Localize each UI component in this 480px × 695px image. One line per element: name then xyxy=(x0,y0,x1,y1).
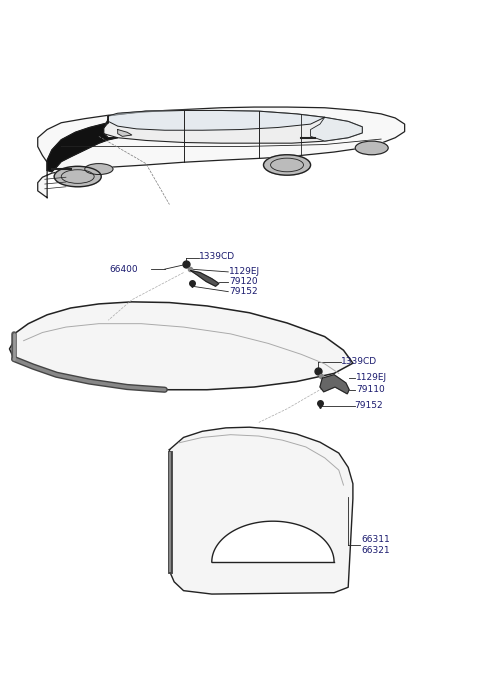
Text: 79152: 79152 xyxy=(229,287,258,296)
Ellipse shape xyxy=(355,141,388,155)
Ellipse shape xyxy=(85,163,113,174)
Text: 66321: 66321 xyxy=(361,546,390,555)
Polygon shape xyxy=(104,111,362,143)
Text: 1339CD: 1339CD xyxy=(199,252,235,261)
Text: 66311: 66311 xyxy=(361,535,390,544)
Polygon shape xyxy=(38,107,405,197)
Text: 66400: 66400 xyxy=(109,265,138,274)
Polygon shape xyxy=(311,117,362,141)
Polygon shape xyxy=(47,116,118,172)
Polygon shape xyxy=(212,521,334,562)
Ellipse shape xyxy=(264,155,311,175)
Polygon shape xyxy=(118,129,132,136)
Polygon shape xyxy=(320,375,349,394)
Text: 1129EJ: 1129EJ xyxy=(229,267,260,276)
Polygon shape xyxy=(108,111,324,130)
Ellipse shape xyxy=(54,166,101,187)
Text: 1339CD: 1339CD xyxy=(341,357,377,366)
Polygon shape xyxy=(191,270,219,286)
Text: 79120: 79120 xyxy=(229,277,258,286)
Polygon shape xyxy=(10,302,353,390)
Text: 1129EJ: 1129EJ xyxy=(356,373,387,382)
Polygon shape xyxy=(169,427,353,594)
Text: 79110: 79110 xyxy=(356,384,385,393)
Text: 79152: 79152 xyxy=(354,401,383,410)
